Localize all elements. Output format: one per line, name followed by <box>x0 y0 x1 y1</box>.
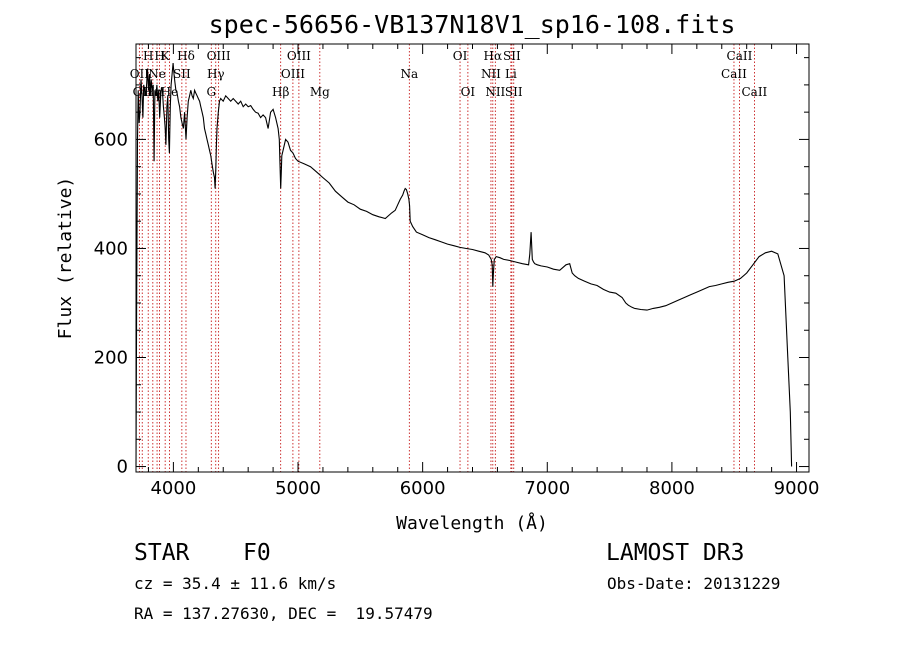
obs-date-text: Obs-Date: 20131229 <box>607 574 781 593</box>
emission-line-label: Ne <box>148 67 166 81</box>
emission-line-label: He <box>161 85 179 99</box>
y-tick-label: 200 <box>94 348 128 369</box>
x-axis-label: Wavelength (Å) <box>396 512 548 534</box>
emission-line-markers <box>138 44 755 472</box>
x-tick-label: 7000 <box>524 478 570 499</box>
spectrum-series <box>135 63 793 467</box>
emission-line-label: NII <box>481 67 501 81</box>
emission-line-label: OIII <box>287 49 311 63</box>
x-tick-label: 9000 <box>774 478 820 499</box>
emission-line-label: Hγ <box>207 67 225 81</box>
emission-line-label: OII <box>133 85 153 99</box>
emission-line-label: OIII <box>207 49 231 63</box>
y-tick-label: 400 <box>94 238 128 259</box>
redshift-text: cz = 35.4 ± 11.6 km/s <box>134 574 337 593</box>
emission-line-label: Hβ <box>272 85 289 99</box>
emission-line-label: SII <box>173 67 191 81</box>
emission-line-label: SII <box>503 49 521 63</box>
x-tick-label: 6000 <box>400 478 446 499</box>
spectrum-line <box>135 63 793 467</box>
emission-line-label: K <box>161 49 171 63</box>
x-axis-ticks: 4000 5000 6000 7000 8000 9000 <box>147 44 820 499</box>
emission-line-label: OI <box>461 85 476 99</box>
y-axis-ticks: 0 200 400 600 <box>94 57 809 478</box>
emission-line-label: OIII <box>281 67 305 81</box>
emission-line-label: OI <box>453 49 468 63</box>
emission-line-label: Mg <box>310 85 330 99</box>
emission-line-label: Hδ <box>177 49 195 63</box>
emission-line-label: Li <box>505 67 517 81</box>
emission-line-label: CaII <box>721 67 747 81</box>
emission-line-label: H <box>143 49 153 63</box>
emission-line-label: CaII <box>727 49 753 63</box>
object-subclass: F0 <box>243 540 271 566</box>
emission-line-label: H <box>154 49 164 63</box>
emission-line-label: Hα <box>484 49 503 63</box>
y-tick-label: 0 <box>117 457 128 478</box>
x-tick-label: 4000 <box>150 478 196 499</box>
x-tick-label: 5000 <box>275 478 321 499</box>
object-class: STAR <box>134 540 190 566</box>
emission-line-label: CaII <box>741 85 767 99</box>
y-tick-label: 600 <box>94 129 128 150</box>
emission-line-label: NII <box>485 85 505 99</box>
emission-line-label: G <box>206 85 216 99</box>
chart-title: spec-56656-VB137N18V1_sp16-108.fits <box>209 10 736 39</box>
emission-line-label: Na <box>400 67 418 81</box>
plot-frame <box>135 43 810 473</box>
y-axis-label: Flux (relative) <box>55 177 76 340</box>
x-tick-label: 8000 <box>649 478 695 499</box>
emission-line-label: SII <box>505 85 523 99</box>
emission-line-label: OII <box>130 67 150 81</box>
emission-line-labels: OIIOIIHHηNeHKHeHδSIIGHγOIIIHβOIIIOIIIMgN… <box>130 49 768 99</box>
coordinates-text: RA = 137.27630, DEC = 19.57479 <box>134 604 433 623</box>
survey-name: LAMOST DR3 <box>606 540 745 566</box>
